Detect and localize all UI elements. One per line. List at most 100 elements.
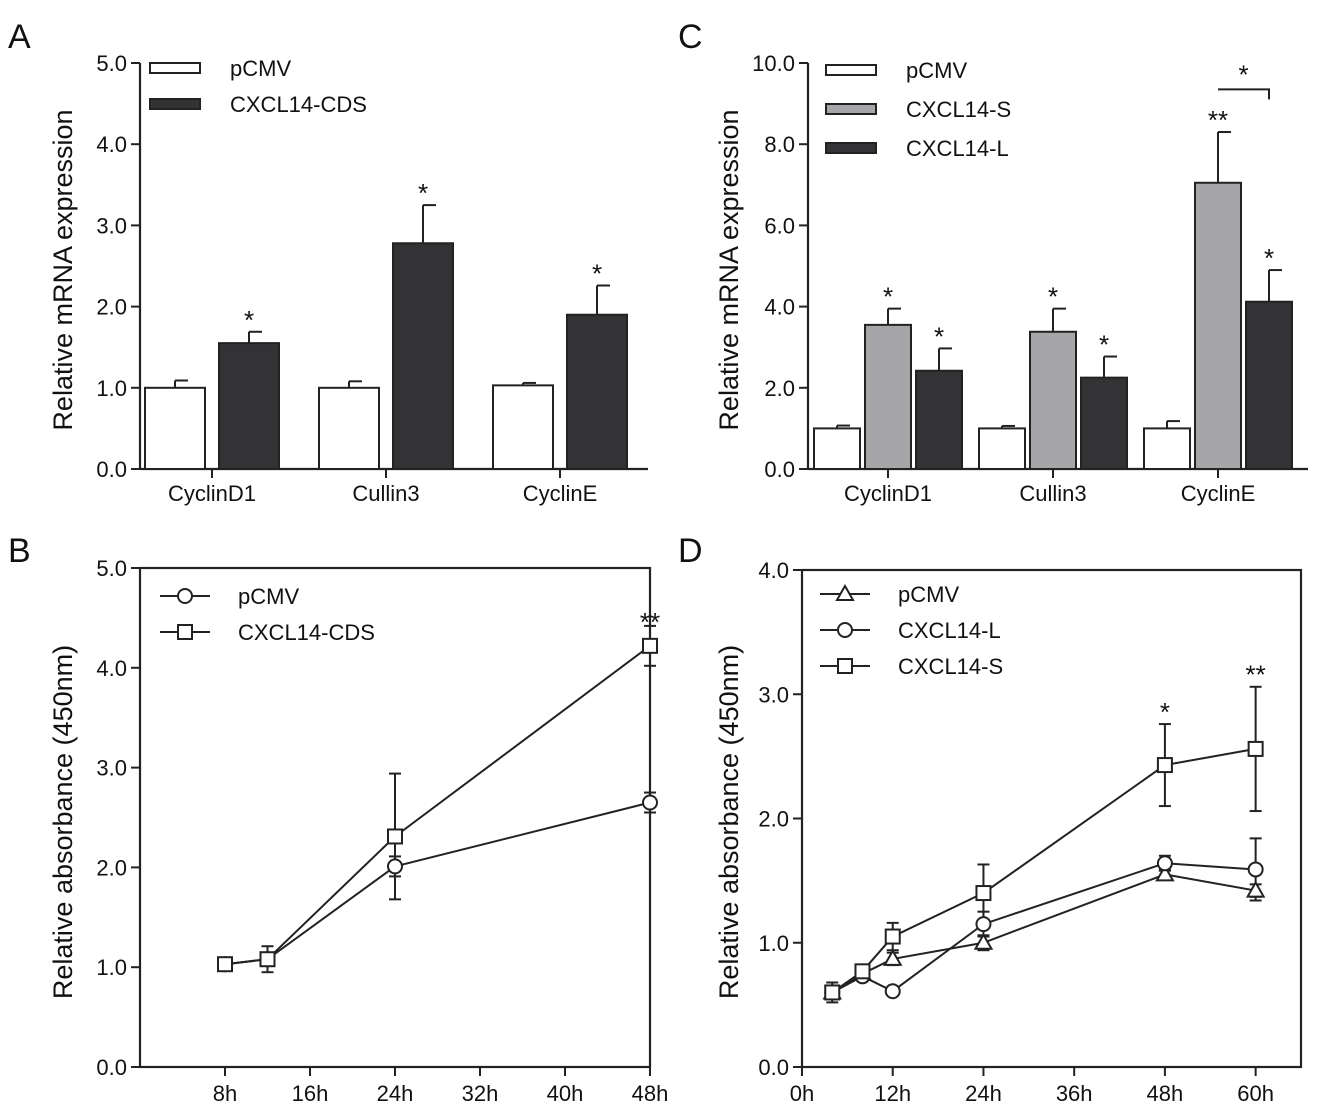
panel-b-y-tick-label: 5.0 bbox=[96, 556, 127, 581]
panel-a-letter: A bbox=[8, 18, 31, 56]
panel-d-marker-triangle bbox=[1245, 880, 1266, 898]
panel-c-y-tick-label: 0.0 bbox=[764, 457, 795, 482]
panel-c-legend-label: pCMV bbox=[906, 58, 967, 83]
panel-a-significance-mark: * bbox=[244, 305, 254, 335]
panel-d-chart: 0.0 1.0 2.0 3.0 4.0 0h 12h 24h 36h 48h 60h pCMV CXCL… bbox=[758, 558, 1303, 1106]
panel-a-ylabel: Relative mRNA expression bbox=[48, 109, 78, 430]
panel-a-significance-mark: * bbox=[592, 258, 602, 288]
panel-a: A Relative mRNA expression 0.0 1.0 2.0 3.0 4… bbox=[8, 18, 648, 506]
panel-c-bar bbox=[1194, 181, 1242, 471]
panel-c-chart: 0.02.04.06.08.010.0**CyclinD1**Cullin3**… bbox=[752, 51, 1308, 506]
panel-b-legend-label: pCMV bbox=[238, 584, 299, 609]
panel-b-y-tick-label: 0.0 bbox=[96, 1055, 127, 1080]
panel-c-y-tick-label: 6.0 bbox=[764, 213, 795, 238]
panel-b-y-tick-label: 1.0 bbox=[96, 955, 127, 980]
panel-c-bar bbox=[864, 323, 912, 470]
panel-a-legend-label: pCMV bbox=[230, 56, 291, 81]
panel-d-x-tick-label: 0h bbox=[790, 1081, 814, 1106]
panel-a-bar bbox=[392, 242, 454, 470]
panel-c-significance-mark: * bbox=[1048, 282, 1058, 312]
panel-a-significance-mark: * bbox=[418, 178, 428, 208]
panel-b-marker-square bbox=[642, 637, 658, 654]
panel-d-legend-label: CXCL14-L bbox=[898, 618, 1001, 643]
panel-b-y-tick-label: 3.0 bbox=[96, 756, 127, 781]
panel-d-x-tick-label: 48h bbox=[1147, 1081, 1184, 1106]
panel-c-bar bbox=[1245, 300, 1293, 470]
panel-c-legend-swatch bbox=[825, 64, 877, 76]
panel-b-marker-circle bbox=[642, 794, 658, 811]
panel-d-x-tick-label: 24h bbox=[965, 1081, 1002, 1106]
panel-d-marker-square bbox=[1156, 757, 1173, 774]
panel-a-x-tick-label: CyclinE bbox=[523, 481, 598, 506]
panel-c-legend-label: CXCL14-L bbox=[906, 136, 1009, 161]
panel-d-ylabel: Relative absorbance (450nm) bbox=[714, 645, 744, 999]
panel-d-marker-circle bbox=[1247, 861, 1264, 878]
panel-c-bar bbox=[813, 427, 861, 470]
panel-d-marker-square bbox=[975, 885, 992, 902]
panel-d-marker-triangle bbox=[883, 948, 903, 966]
panel-b-ylabel: Relative absorbance (450nm) bbox=[48, 645, 78, 999]
panel-c-y-tick-label: 2.0 bbox=[764, 376, 795, 401]
panel-a-y-tick-label: 3.0 bbox=[96, 213, 127, 238]
panel-a-legend-label: CXCL14-CDS bbox=[230, 92, 367, 117]
panel-d-legend-marker-triangle bbox=[835, 583, 855, 601]
panel-d-marker-circle bbox=[884, 983, 901, 1000]
panel-d-y-tick-label: 4.0 bbox=[758, 558, 789, 583]
panel-d-marker-triangle bbox=[1155, 864, 1175, 882]
panel-a-bar bbox=[566, 313, 628, 470]
panel-b-x-tick-label: 32h bbox=[462, 1081, 499, 1106]
panel-c: C Relative mRNA expression 0.0 2.0 4.0 6.0 8… bbox=[678, 18, 1308, 506]
panel-b: B Relative absorbance (450nm) 0.0 1.0 2.0 3… bbox=[8, 532, 668, 1106]
panel-a-bar bbox=[218, 342, 280, 471]
panel-c-significance-mark: * bbox=[934, 321, 944, 351]
panel-d-marker-square bbox=[1247, 740, 1264, 757]
panel-d-marker-square bbox=[854, 963, 871, 980]
panel-d-y-tick-label: 0.0 bbox=[758, 1055, 789, 1080]
panel-d-marker-circle bbox=[975, 916, 992, 933]
panel-d-marker-square bbox=[884, 928, 901, 945]
panel-b-marker-square bbox=[259, 951, 276, 968]
panel-d-marker-circle bbox=[1156, 855, 1173, 872]
panel-b-series-line bbox=[224, 645, 651, 966]
panel-b-marker-circle bbox=[387, 858, 403, 875]
panel-a-y-tick-label: 5.0 bbox=[96, 51, 127, 76]
panel-c-significance-mark: * bbox=[1264, 243, 1274, 273]
panel-c-x-tick-label: CyclinE bbox=[1181, 481, 1256, 506]
panel-b-x-tick-label: 40h bbox=[547, 1081, 584, 1106]
panel-c-bracket-mark: * bbox=[1238, 59, 1248, 89]
panel-a-y-tick-label: 4.0 bbox=[96, 132, 127, 157]
panel-d-plot-frame bbox=[800, 568, 1303, 1069]
panel-a-legend-swatch bbox=[149, 98, 201, 110]
panel-d-x-tick-label: 36h bbox=[1056, 1081, 1093, 1106]
panel-d-marker-triangle bbox=[973, 932, 994, 950]
panel-c-legend-swatch bbox=[825, 103, 877, 115]
panel-b-chart: 0.0 1.0 2.0 3.0 4.0 5.0 8h 16h 24h 32h 40h 48h pCMV C… bbox=[96, 556, 668, 1106]
panel-a-y-tick-label: 0.0 bbox=[96, 457, 127, 482]
panel-d-significance-mark: ** bbox=[1246, 660, 1266, 690]
panel-b-y-tick-label: 2.0 bbox=[96, 855, 127, 880]
panel-d-legend-marker-square bbox=[837, 658, 853, 674]
panel-a-bar bbox=[318, 386, 380, 470]
panel-c-significance-mark: ** bbox=[1208, 105, 1228, 135]
panel-a-bar bbox=[144, 386, 206, 470]
panel-c-bar bbox=[1029, 330, 1077, 470]
panel-c-significance-mark: * bbox=[1099, 330, 1109, 360]
panel-c-legend-swatch bbox=[825, 142, 877, 154]
panel-d-series-line bbox=[831, 862, 1256, 994]
panel-c-legend-label: CXCL14-S bbox=[906, 97, 1011, 122]
panel-c-bar bbox=[915, 369, 963, 470]
panel-d-y-tick-label: 1.0 bbox=[758, 931, 789, 956]
panel-d-x-tick-label: 60h bbox=[1237, 1081, 1274, 1106]
panel-c-x-tick-label: CyclinD1 bbox=[844, 481, 932, 506]
panel-b-legend-marker-square bbox=[177, 624, 193, 640]
panel-b-letter: B bbox=[8, 532, 31, 570]
panel-b-x-tick-label: 16h bbox=[292, 1081, 329, 1106]
panel-b-marker-square bbox=[217, 956, 233, 973]
panel-c-bar bbox=[1080, 376, 1128, 470]
panel-a-legend-swatch bbox=[149, 62, 201, 74]
panel-a-bar bbox=[492, 384, 554, 471]
panel-a-y-tick-label: 1.0 bbox=[96, 376, 127, 401]
panel-c-y-tick-label: 10.0 bbox=[752, 51, 795, 76]
panel-c-y-tick-label: 8.0 bbox=[764, 132, 795, 157]
